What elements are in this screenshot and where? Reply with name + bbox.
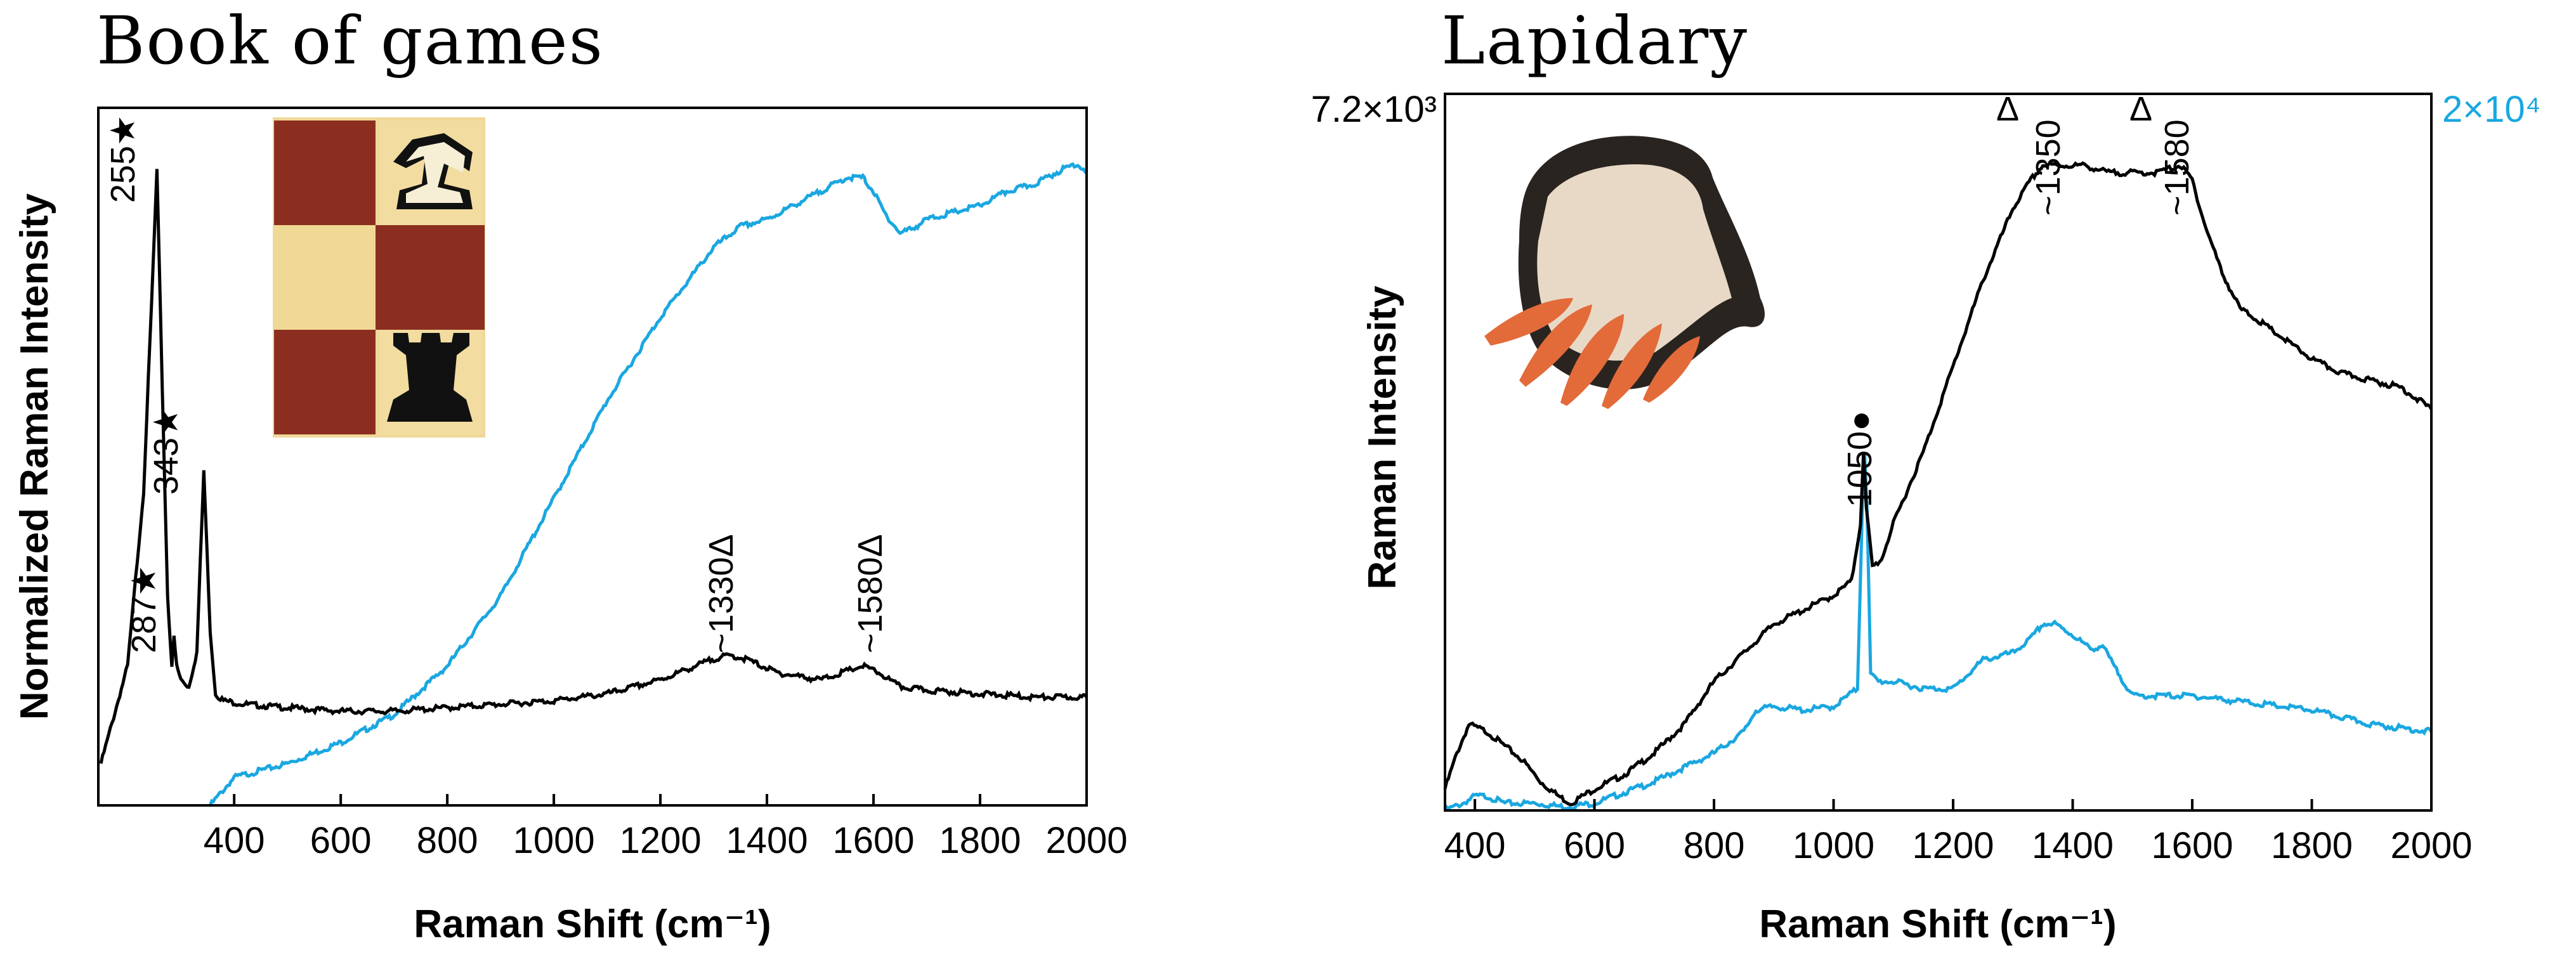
peak-label-255: 255★ bbox=[104, 115, 142, 203]
chart-title: Book of games bbox=[96, 2, 604, 79]
chart-lapidary: Lapidary 400 600 800 1000 1200 1400 1600 1800 20… bbox=[1311, 2, 2541, 946]
y-axis-title: Raman Intensity bbox=[1361, 285, 1404, 589]
series-line-blue bbox=[1443, 454, 2433, 812]
x-axis-title: Raman Shift (cm⁻¹) bbox=[1759, 902, 2116, 946]
x-tick-label: 400 bbox=[204, 820, 265, 861]
x-tick-label: 1000 bbox=[513, 820, 595, 861]
x-axis-title: Raman Shift (cm⁻¹) bbox=[414, 902, 771, 946]
x-tick-label: 1400 bbox=[726, 820, 808, 861]
x-tick-label: 800 bbox=[1684, 825, 1745, 866]
peak-marker-1580: Δ bbox=[2129, 90, 2152, 128]
x-tick-label: 1000 bbox=[1793, 825, 1874, 866]
peak-label-287: 287★ bbox=[125, 565, 163, 653]
lapidary-image bbox=[1484, 136, 1765, 409]
peak-marker-1350: Δ bbox=[1996, 90, 2019, 128]
series-line-blue bbox=[209, 162, 1088, 806]
peak-label-1580: ~1580 bbox=[2158, 119, 2196, 216]
plot-area-right bbox=[1443, 161, 2433, 812]
x-ticks-right: 400 600 800 1000 1200 1400 1600 1800 2000 bbox=[1444, 799, 2473, 866]
x-tick-label: 1200 bbox=[1912, 825, 1994, 866]
series-line-black bbox=[1443, 161, 2433, 807]
x-tick-label: 1800 bbox=[939, 820, 1021, 861]
x-tick-label: 1600 bbox=[833, 820, 915, 861]
series-line-black bbox=[99, 169, 1089, 764]
peak-label-1330: ~1330Δ bbox=[702, 534, 740, 653]
x-tick-label: 1200 bbox=[620, 820, 702, 861]
y-axis-title: Normalized Raman Intensity bbox=[13, 193, 56, 720]
x-tick-label: 2000 bbox=[1045, 820, 1127, 861]
x-tick-label: 1800 bbox=[2271, 825, 2353, 866]
right-axis-max-label: 2×10⁴ bbox=[2442, 89, 2541, 130]
plot-area-left bbox=[99, 162, 1089, 806]
x-tick-label: 2000 bbox=[2390, 825, 2472, 866]
chart-book-of-games: Book of games 400 600 800 1000 1200 1400 1600 1… bbox=[13, 2, 1128, 946]
plot-frame-left bbox=[97, 107, 1088, 807]
x-tick-label: 800 bbox=[417, 820, 478, 861]
x-tick-label: 600 bbox=[310, 820, 372, 861]
peak-label-1050: 1050● bbox=[1841, 410, 1879, 507]
game-board-image bbox=[273, 117, 485, 438]
peak-label-1580: ~1580Δ bbox=[851, 534, 889, 653]
peak-label-1350: ~1350 bbox=[2029, 119, 2067, 216]
x-tick-label: 1600 bbox=[2152, 825, 2233, 866]
chart-title: Lapidary bbox=[1441, 2, 1748, 79]
plot-frame-right bbox=[1444, 93, 2433, 812]
x-tick-label: 1400 bbox=[2032, 825, 2114, 866]
x-tick-label: 400 bbox=[1444, 825, 1506, 866]
peak-label-343: 343★ bbox=[147, 406, 185, 495]
x-tick-label: 600 bbox=[1564, 825, 1625, 866]
x-ticks-left: 400 600 800 1000 1200 1400 1600 1800 2000 bbox=[204, 794, 1128, 861]
left-axis-max-label: 7.2×10³ bbox=[1311, 89, 1437, 130]
peak-labels-left: 255★ 287★ 343★ ~1330Δ ~1580Δ bbox=[104, 115, 889, 653]
peak-labels-right: 1050● Δ ~1350 Δ ~1580 bbox=[1841, 90, 2196, 507]
